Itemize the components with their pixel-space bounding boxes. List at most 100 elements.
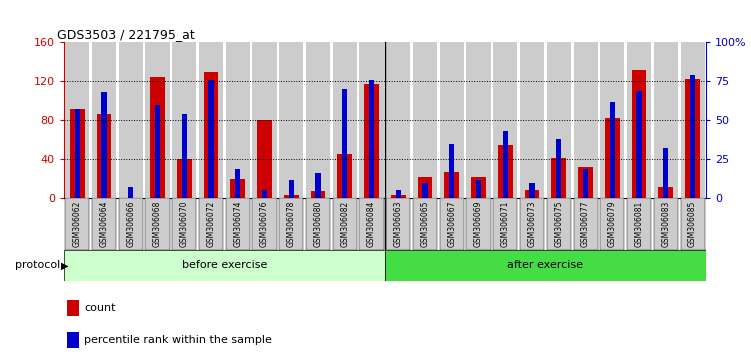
Bar bbox=[306, 198, 330, 250]
Text: GSM306079: GSM306079 bbox=[608, 201, 617, 247]
Bar bbox=[92, 198, 116, 250]
Text: GSM306083: GSM306083 bbox=[662, 201, 671, 247]
Text: GSM306074: GSM306074 bbox=[234, 201, 243, 247]
Bar bbox=[413, 198, 437, 250]
Text: before exercise: before exercise bbox=[182, 261, 267, 270]
Bar bbox=[101, 92, 107, 198]
Text: GSM306080: GSM306080 bbox=[313, 201, 322, 247]
Text: GSM306070: GSM306070 bbox=[179, 201, 189, 247]
Bar bbox=[578, 167, 593, 198]
Text: count: count bbox=[84, 303, 116, 313]
Text: GSM306069: GSM306069 bbox=[474, 201, 483, 247]
Bar bbox=[498, 145, 513, 198]
Bar bbox=[262, 190, 267, 198]
Bar bbox=[574, 198, 598, 250]
Bar bbox=[284, 195, 299, 198]
Bar bbox=[493, 198, 517, 250]
Bar bbox=[413, 42, 437, 198]
Bar bbox=[67, 332, 79, 348]
Bar bbox=[466, 42, 490, 198]
Bar bbox=[471, 177, 486, 198]
Bar bbox=[663, 148, 668, 198]
Bar bbox=[600, 42, 624, 198]
Bar bbox=[680, 42, 704, 198]
Bar bbox=[449, 144, 454, 198]
Bar bbox=[235, 169, 240, 198]
Bar bbox=[386, 42, 410, 198]
Text: GSM306078: GSM306078 bbox=[287, 201, 296, 247]
Bar bbox=[493, 42, 517, 198]
Text: GSM306072: GSM306072 bbox=[207, 201, 216, 247]
Bar bbox=[440, 42, 464, 198]
Bar bbox=[654, 42, 678, 198]
Bar bbox=[360, 198, 384, 250]
Bar bbox=[476, 179, 481, 198]
Bar bbox=[172, 42, 196, 198]
Text: GDS3503 / 221795_at: GDS3503 / 221795_at bbox=[57, 28, 195, 41]
Bar bbox=[333, 42, 357, 198]
Bar bbox=[279, 42, 303, 198]
Bar bbox=[466, 198, 490, 250]
Text: GSM306067: GSM306067 bbox=[448, 201, 457, 247]
Bar bbox=[440, 198, 464, 250]
Text: GSM306077: GSM306077 bbox=[581, 201, 590, 247]
Bar bbox=[610, 102, 615, 198]
Bar bbox=[199, 42, 223, 198]
Bar bbox=[252, 42, 276, 198]
Bar bbox=[64, 250, 385, 281]
Text: GSM306064: GSM306064 bbox=[99, 201, 108, 247]
Bar bbox=[690, 75, 695, 198]
Text: GSM306073: GSM306073 bbox=[527, 201, 536, 247]
Text: after exercise: after exercise bbox=[508, 261, 584, 270]
Bar bbox=[636, 91, 641, 198]
Bar bbox=[65, 42, 89, 198]
Bar bbox=[252, 198, 276, 250]
Text: GSM306066: GSM306066 bbox=[126, 201, 135, 247]
Bar bbox=[574, 42, 598, 198]
Bar bbox=[422, 183, 428, 198]
Text: GSM306071: GSM306071 bbox=[501, 201, 510, 247]
Bar bbox=[146, 198, 170, 250]
Bar bbox=[551, 158, 566, 198]
Text: GSM306081: GSM306081 bbox=[635, 201, 644, 247]
Bar bbox=[360, 42, 384, 198]
Bar bbox=[146, 42, 170, 198]
Bar bbox=[226, 198, 250, 250]
Bar bbox=[97, 114, 111, 198]
Bar bbox=[172, 198, 196, 250]
Bar bbox=[342, 89, 348, 198]
Bar bbox=[418, 177, 433, 198]
Bar bbox=[525, 190, 539, 198]
Text: percentile rank within the sample: percentile rank within the sample bbox=[84, 335, 273, 345]
Bar bbox=[556, 139, 562, 198]
Bar bbox=[632, 70, 647, 198]
Text: GSM306084: GSM306084 bbox=[367, 201, 376, 247]
Bar bbox=[583, 169, 588, 198]
Bar bbox=[306, 42, 330, 198]
Bar bbox=[529, 183, 535, 198]
Bar bbox=[311, 192, 325, 198]
Text: GSM306068: GSM306068 bbox=[153, 201, 162, 247]
Text: GSM306063: GSM306063 bbox=[394, 201, 403, 247]
Bar bbox=[74, 109, 80, 198]
Bar bbox=[520, 198, 544, 250]
Bar bbox=[547, 42, 571, 198]
Bar bbox=[257, 120, 272, 198]
Bar bbox=[119, 42, 143, 198]
Bar bbox=[70, 109, 85, 198]
Bar bbox=[204, 72, 219, 198]
Text: GSM306075: GSM306075 bbox=[554, 201, 563, 247]
Bar bbox=[364, 84, 379, 198]
Text: ▶: ▶ bbox=[61, 261, 68, 270]
Bar bbox=[155, 105, 160, 198]
Text: GSM306062: GSM306062 bbox=[73, 201, 82, 247]
Text: GSM306076: GSM306076 bbox=[260, 201, 269, 247]
Bar bbox=[119, 198, 143, 250]
Bar bbox=[386, 198, 410, 250]
Bar bbox=[182, 114, 187, 198]
Bar bbox=[92, 42, 116, 198]
Bar bbox=[391, 195, 406, 198]
Text: GSM306082: GSM306082 bbox=[340, 201, 349, 247]
Bar bbox=[65, 198, 89, 250]
Bar bbox=[208, 80, 214, 198]
